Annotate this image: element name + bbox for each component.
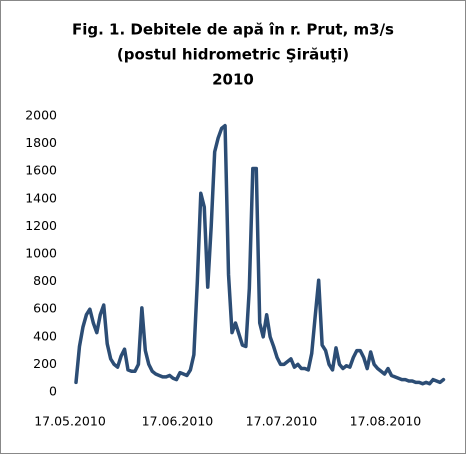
- y-tick-label: 800: [33, 273, 57, 288]
- x-tick-label: 17.08.2010: [350, 414, 422, 429]
- y-tick-label: 1600: [25, 163, 57, 178]
- chart-title: 2010: [212, 71, 254, 89]
- y-tick-label: 1200: [25, 218, 57, 233]
- y-tick-label: 600: [33, 301, 57, 316]
- y-tick-label: 400: [33, 328, 57, 343]
- x-tick-label: 17.06.2010: [142, 414, 214, 429]
- y-tick-label: 1800: [25, 135, 57, 150]
- y-tick-label: 1000: [25, 246, 57, 261]
- y-tick-label: 2000: [25, 108, 57, 123]
- chart-title: Fig. 1. Debitele de apă în r. Prut, m3/s: [72, 21, 394, 39]
- y-tick-label: 200: [33, 356, 57, 371]
- chart-title: (postul hidrometric Şirăuţi): [117, 46, 349, 64]
- y-tick-label: 1400: [25, 190, 57, 205]
- x-tick-label: 17.05.2010: [34, 414, 106, 429]
- x-tick-label: 17.07.2010: [246, 414, 318, 429]
- y-tick-label: 0: [49, 384, 57, 399]
- data-line: [74, 123, 446, 386]
